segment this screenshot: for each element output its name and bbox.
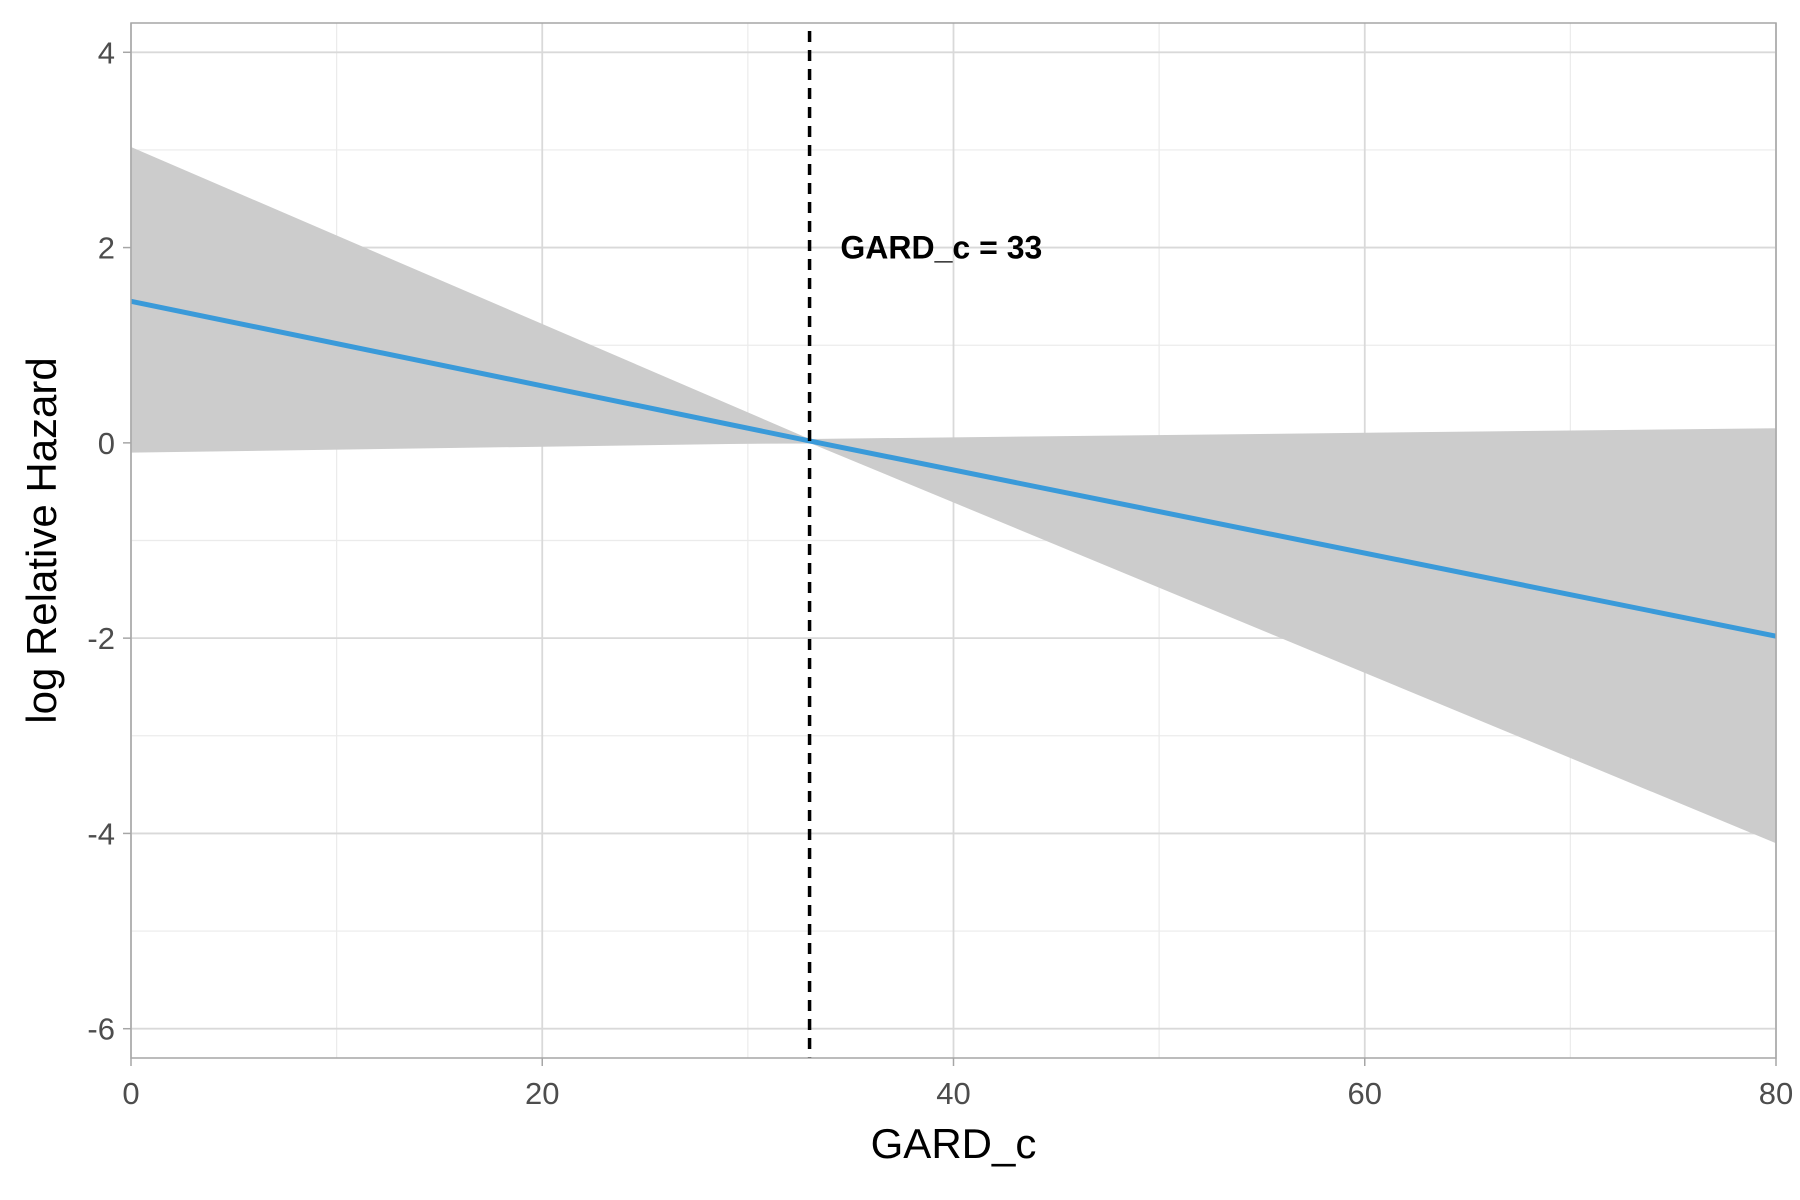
x-tick-label: 60 (1348, 1076, 1382, 1111)
y-tick-label: 2 (98, 231, 115, 266)
confidence-ribbon (131, 147, 1776, 844)
y-axis-title: log Relative Hazard (18, 357, 65, 724)
x-axis-title: GARD_c (871, 1120, 1037, 1167)
x-tick-label: 40 (936, 1076, 970, 1111)
x-tick-label: 80 (1759, 1076, 1793, 1111)
x-axis-ticks: 0 20 40 60 80 (122, 1058, 1793, 1111)
x-tick-label: 20 (525, 1076, 559, 1111)
y-tick-label: -2 (87, 621, 115, 656)
y-tick-label: -6 (87, 1012, 115, 1047)
y-tick-label: -4 (87, 816, 115, 851)
y-tick-label: 0 (98, 426, 115, 461)
y-tick-label: 4 (98, 35, 115, 70)
reference-annotation: GARD_c = 33 (840, 230, 1042, 266)
y-axis-ticks: 4 2 0 -2 -4 -6 (87, 35, 131, 1047)
x-tick-label: 0 (122, 1076, 139, 1111)
